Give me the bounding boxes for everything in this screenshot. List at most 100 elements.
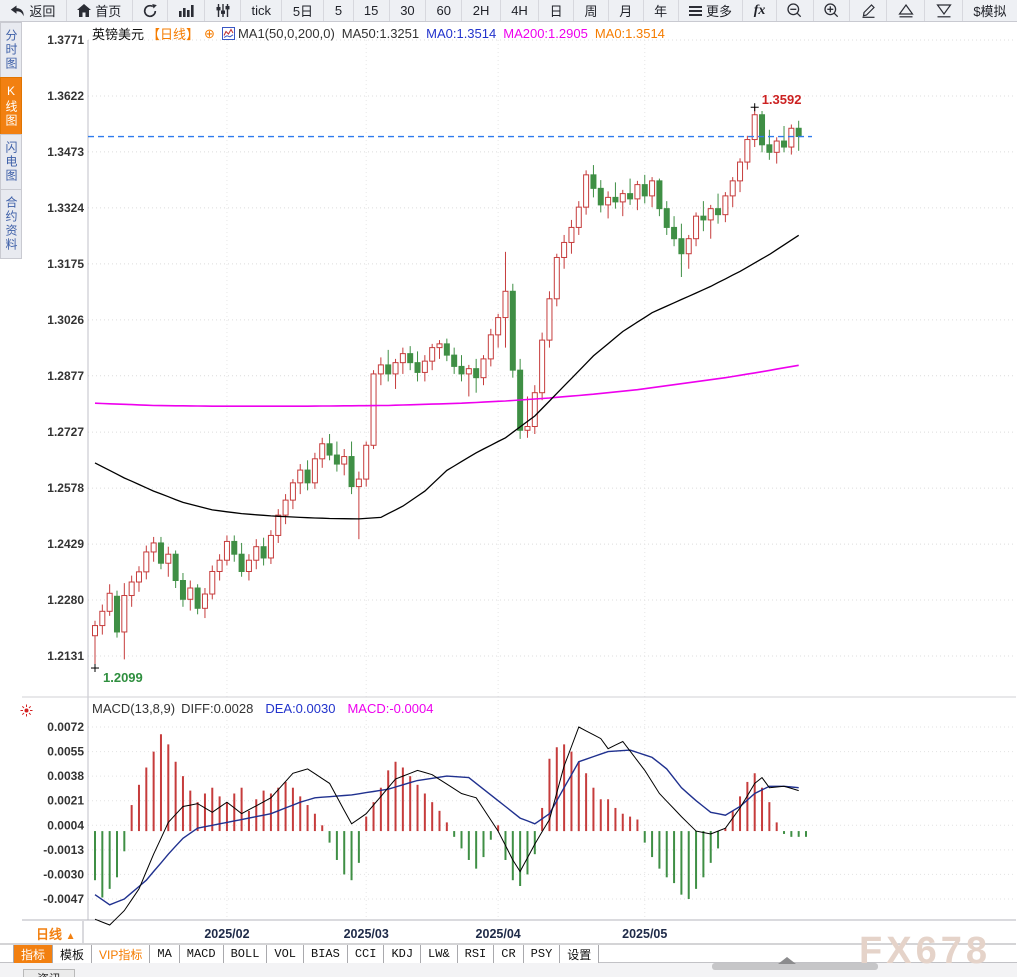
interval-15m-button-label: 15 <box>363 3 379 18</box>
refresh-icon <box>143 3 157 18</box>
macd-value: MACD:-0.0004 <box>347 701 434 716</box>
macd-axis-label: 0.0072 <box>47 720 84 734</box>
interval-5m-button[interactable]: 5 <box>324 0 354 21</box>
candle-body-down <box>231 540 238 555</box>
zoom-in-icon <box>824 3 839 18</box>
candle-body-up <box>561 241 568 258</box>
interval-4h-button[interactable]: 4H <box>501 0 540 21</box>
interval-60m-button[interactable]: 60 <box>426 0 463 21</box>
interval-30m-button[interactable]: 30 <box>390 0 427 21</box>
kline-style-button[interactable] <box>205 0 242 21</box>
ma200-value: MA200:1.2905 <box>503 26 588 41</box>
sidebar-tab-contract-info[interactable]: 合约资料 <box>0 189 22 259</box>
simulate-button-label: $模拟 <box>973 4 1007 19</box>
draw-button[interactable] <box>850 0 888 21</box>
back-icon <box>10 5 25 17</box>
candle-body-down <box>678 238 685 255</box>
price-axis-label: 1.2877 <box>47 369 84 383</box>
indicator-tab-psy[interactable]: PSY <box>523 945 561 963</box>
fx-indicator-button[interactable]: fx <box>743 0 777 21</box>
triangle-up-button[interactable] <box>887 0 926 21</box>
more-button[interactable]: 更多 <box>679 0 744 21</box>
indicator-tab-lwr[interactable]: LW& <box>421 945 458 963</box>
watermark: FX678 <box>859 930 991 972</box>
interval-week-button[interactable]: 周 <box>574 0 609 21</box>
candle-body-up <box>245 559 252 572</box>
bottom-partial-tab[interactable]: 资讯 <box>23 969 75 977</box>
refresh-button[interactable] <box>133 0 169 21</box>
home-icon <box>77 4 92 17</box>
indicator-tab-bias[interactable]: BIAS <box>304 945 348 963</box>
indicator-tab-cr[interactable]: CR <box>494 945 524 963</box>
period-badge: 【日线】 <box>147 27 200 42</box>
interval-30m-button-label: 30 <box>400 3 415 18</box>
zoom-out-button[interactable] <box>777 0 814 21</box>
fx-indicator-button-label: fx <box>753 2 766 18</box>
interval-4h-button-label: 4H <box>511 3 528 18</box>
candle-body-up <box>531 392 538 428</box>
candle-body-up <box>165 553 172 564</box>
price-axis-label: 1.3175 <box>47 257 84 271</box>
candle-body-up <box>737 161 744 182</box>
macd-diff-line <box>94 726 799 926</box>
interval-2h-button[interactable]: 2H <box>462 0 501 21</box>
triangle-down-button[interactable] <box>925 0 963 21</box>
candle-body-down <box>656 180 663 210</box>
candle-body-up <box>128 581 135 597</box>
indicator-tab-rsi[interactable]: RSI <box>457 945 495 963</box>
indicator-tab-settings[interactable]: 设置 <box>560 945 600 963</box>
expand-icon[interactable]: ⊕ <box>204 25 215 41</box>
candle-body-up <box>524 426 531 431</box>
candle-body-up <box>355 478 362 488</box>
zoom-in-button[interactable] <box>814 0 851 21</box>
candle-body-up <box>495 317 502 336</box>
ma-chart-icon[interactable] <box>221 27 235 40</box>
interval-15m-button[interactable]: 15 <box>354 0 390 21</box>
interval-tick-button[interactable]: tick <box>241 0 283 21</box>
indicator-tab-vip[interactable]: VIP指标 <box>92 945 151 963</box>
back-button[interactable]: 返回 <box>0 0 67 21</box>
indicator-tab-kdj[interactable]: KDJ <box>384 945 422 963</box>
candle-body-down <box>509 290 516 371</box>
candle-body-down <box>759 114 766 146</box>
macd-header: MACD(13,8,9) DIFF:0.0028 DEA:0.0030 MACD… <box>92 701 433 716</box>
indicator-tab-zhibiao[interactable]: 指标 <box>14 945 54 963</box>
candle-body-up <box>92 625 98 637</box>
home-button[interactable]: 首页 <box>67 0 133 21</box>
candle-body-up <box>377 364 384 375</box>
indicator-tab-boll[interactable]: BOLL <box>223 945 268 963</box>
ma50-value: MA50:1.3251 <box>341 26 420 41</box>
horizontal-scrollbar[interactable] <box>712 957 878 970</box>
kline-style-icon <box>216 4 230 17</box>
high-price-marker: 1.3592 <box>762 92 802 107</box>
macd-axis-label: -0.0047 <box>43 892 84 906</box>
macd-axis-label: 0.0055 <box>47 745 84 759</box>
chart-header: 英镑美元 【日线】 ⊕ MA1(50,0,200,0) MA50:1.3251 MA… <box>92 24 665 43</box>
interval-month-button[interactable]: 月 <box>609 0 644 21</box>
indicator-tab-ma[interactable]: MA <box>150 945 180 963</box>
sidebar-tab-lightning[interactable]: 闪电图 <box>0 134 22 190</box>
scrollbar-handle-icon[interactable] <box>778 957 796 964</box>
simulate-button[interactable]: $模拟 <box>963 0 1017 21</box>
indicator-tab-vol[interactable]: VOL <box>267 945 305 963</box>
low-price-marker: 1.2099 <box>103 670 143 685</box>
indicator-tab-cci[interactable]: CCI <box>347 945 385 963</box>
indicator-tab-macd[interactable]: MACD <box>179 945 224 963</box>
candle-body-up <box>744 139 751 163</box>
bar-chart-button[interactable] <box>168 0 206 21</box>
interval-day-button[interactable]: 日 <box>539 0 575 21</box>
candle-body-up <box>209 570 216 595</box>
period-selector[interactable]: 日线 ▲ <box>36 924 76 943</box>
macd-settings-icon[interactable] <box>20 704 33 722</box>
sidebar-tab-time-share[interactable]: 分时图 <box>0 22 22 78</box>
interval-year-button[interactable]: 年 <box>644 0 679 21</box>
interval-5d-button[interactable]: 5日 <box>282 0 325 21</box>
candle-body-down <box>451 354 458 367</box>
candle-body-up <box>788 127 795 148</box>
indicator-tab-template[interactable]: 模板 <box>53 945 93 963</box>
sidebar-tab-kline[interactable]: K线图 <box>0 77 22 135</box>
candle-body-up <box>480 358 487 379</box>
candle-body-up <box>773 140 780 153</box>
